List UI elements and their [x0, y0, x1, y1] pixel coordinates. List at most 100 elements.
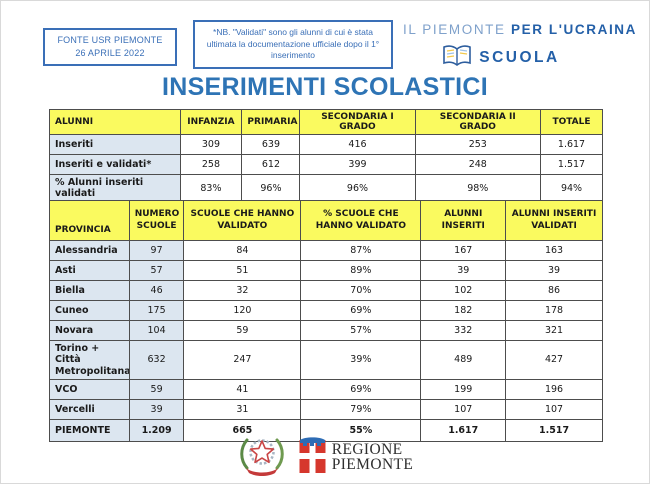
piemonte-ucraina-logo: IL PIEMONTE PER L'UCRAINA SCUOLA: [393, 22, 637, 72]
data-cell: 107: [420, 399, 507, 421]
table-header-cell: TOTALE: [540, 109, 603, 135]
row-label-cell: VCO: [49, 379, 130, 401]
data-cell: 665: [183, 419, 302, 443]
table-header-cell: SCUOLE CHE HANNO VALIDATO: [183, 200, 302, 241]
data-cell: 39%: [300, 339, 422, 381]
data-cell: 1.517: [505, 419, 603, 443]
row-label-cell: Torino + Città Metropolitana: [49, 339, 130, 381]
data-cell: 1.617: [420, 419, 507, 443]
piemonte-word: PIEMONTE: [331, 456, 414, 473]
data-cell: 253: [414, 134, 542, 155]
data-cell: 79%: [300, 399, 422, 421]
data-cell: 96%: [241, 174, 301, 202]
data-cell: 46: [128, 280, 185, 301]
regione-piemonte-shield-icon: [299, 436, 326, 479]
data-cell: 309: [179, 134, 243, 155]
data-cell: 248: [414, 154, 542, 175]
data-cell: 199: [420, 379, 507, 401]
data-cell: 182: [420, 300, 507, 321]
data-cell: 87%: [300, 240, 422, 261]
data-cell: 102: [420, 280, 507, 301]
source-line-1: FONTE USR PIEMONTE: [57, 34, 163, 45]
source-box: FONTE USR PIEMONTE 26 APRILE 2022: [43, 28, 177, 66]
data-cell: 31: [183, 399, 302, 421]
data-cell: 258: [179, 154, 243, 175]
table-row: Novara 104 59 57% 332 321: [49, 320, 603, 341]
data-cell: 89%: [300, 260, 422, 281]
logo-tagline: IL PIEMONTE PER L'UCRAINA: [393, 22, 637, 37]
row-label-cell: Asti: [49, 260, 130, 281]
logo-scuola-row: SCUOLA: [393, 44, 637, 72]
data-cell: 59: [128, 379, 185, 401]
data-cell: 32: [183, 280, 302, 301]
row-label-cell: Inseriti: [49, 134, 181, 155]
data-cell: 96%: [299, 174, 416, 202]
table-header-cell: INFANZIA: [179, 109, 243, 135]
data-cell: 196: [505, 379, 603, 401]
table-row: % Alunni inseriti validati 83% 96% 96% 98% 94…: [49, 174, 603, 202]
table-header-cell: PRIMARIA: [241, 109, 301, 135]
table-header-cell: PROVINCIA: [49, 200, 130, 241]
alunni-summary-table: ALUNNI INFANZIA PRIMARIA SECONDARIA I GRADO…: [49, 109, 603, 202]
table-header-cell: ALUNNI INSERITI VALIDATI: [505, 200, 603, 241]
italy-republic-emblem-icon: [237, 432, 287, 483]
data-cell: 427: [505, 339, 603, 381]
table-row: Inseriti 309 639 416 253 1.617: [49, 134, 603, 155]
table-header-row: PROVINCIA NUMERO SCUOLE SCUOLE CHE HANNO V…: [49, 200, 603, 241]
data-cell: 39: [128, 399, 185, 421]
data-cell: 41: [183, 379, 302, 401]
row-label-cell: Alessandria: [49, 240, 130, 261]
data-cell: 83%: [179, 174, 243, 202]
data-cell: 175: [128, 300, 185, 321]
table-row: Vercelli 39 31 79% 107 107: [49, 399, 603, 421]
data-cell: 639: [241, 134, 301, 155]
data-cell: 120: [183, 300, 302, 321]
regione-word: REGIONE: [331, 440, 403, 458]
province-detail-table: PROVINCIA NUMERO SCUOLE SCUOLE CHE HANNO V…: [49, 200, 603, 443]
data-cell: 97: [128, 240, 185, 261]
data-cell: 57: [128, 260, 185, 281]
data-cell: 399: [299, 154, 416, 175]
table-header-cell: ALUNNI: [49, 109, 181, 135]
data-cell: 178: [505, 300, 603, 321]
data-cell: 84: [183, 240, 302, 261]
open-book-icon: [442, 44, 472, 72]
data-cell: 489: [420, 339, 507, 381]
data-cell: 1.617: [540, 134, 603, 155]
footer-logos: REGIONE PIEMONTE: [1, 433, 649, 481]
table-total-row: PIEMONTE 1.209 665 55% 1.617 1.517: [49, 419, 603, 443]
table-header-cell: SECONDARIA I GRADO: [299, 109, 416, 135]
table-header-cell: ALUNNI INSERITI: [420, 200, 507, 241]
data-cell: 632: [128, 339, 185, 381]
table-header-cell: NUMERO SCUOLE: [128, 200, 185, 241]
data-cell: 612: [241, 154, 301, 175]
table-row: Asti 57 51 89% 39 39: [49, 260, 603, 281]
table-header-cell: % SCUOLE CHE HANNO VALIDATO: [300, 200, 422, 241]
data-cell: 163: [505, 240, 603, 261]
data-cell: 39: [420, 260, 507, 281]
data-cell: 39: [505, 260, 603, 281]
table-row: Cuneo 175 120 69% 182 178: [49, 300, 603, 321]
note-text: *NB. "Validati" sono gli alunni di cui è…: [206, 26, 380, 61]
row-label-cell: Biella: [49, 280, 130, 301]
data-cell: 98%: [414, 174, 542, 202]
row-label-cell: Cuneo: [49, 300, 130, 321]
logo-tagline-bold: PER L'UCRAINA: [510, 22, 637, 37]
data-cell: 57%: [300, 320, 422, 341]
row-label-cell: Novara: [49, 320, 130, 341]
data-cell: 1.517: [540, 154, 603, 175]
data-cell: 69%: [300, 379, 422, 401]
data-cell: 59: [183, 320, 302, 341]
data-cell: 69%: [300, 300, 422, 321]
logo-scuola-label: SCUOLA: [479, 49, 560, 66]
table-header-row: ALUNNI INFANZIA PRIMARIA SECONDARIA I GRADO…: [49, 109, 603, 135]
data-cell: 1.209: [128, 419, 185, 443]
data-cell: 55%: [300, 419, 422, 443]
regione-piemonte-wordmark: REGIONE PIEMONTE: [331, 440, 414, 473]
data-cell: 332: [420, 320, 507, 341]
data-cell: 416: [299, 134, 416, 155]
total-label-cell: PIEMONTE: [49, 419, 130, 443]
data-cell: 94%: [540, 174, 603, 202]
table-row: Biella 46 32 70% 102 86: [49, 280, 603, 301]
regione-piemonte-logo: REGIONE PIEMONTE: [299, 436, 414, 479]
